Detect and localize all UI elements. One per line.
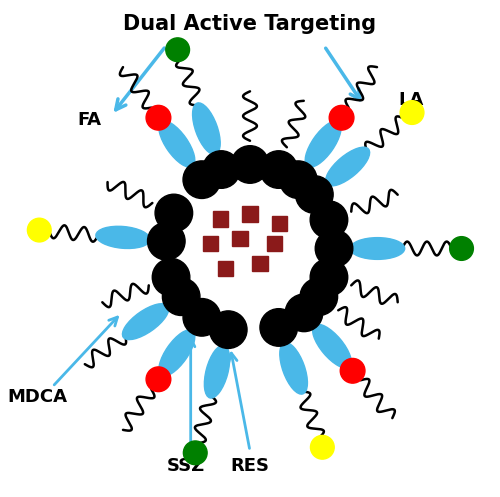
- Circle shape: [300, 278, 338, 316]
- Circle shape: [296, 176, 333, 213]
- Circle shape: [146, 105, 171, 130]
- Circle shape: [285, 294, 323, 331]
- Ellipse shape: [159, 121, 195, 167]
- Ellipse shape: [326, 147, 370, 186]
- Circle shape: [166, 38, 190, 62]
- Circle shape: [162, 278, 200, 316]
- Text: FA: FA: [77, 111, 101, 129]
- Circle shape: [183, 299, 220, 336]
- Circle shape: [210, 311, 247, 348]
- Text: RES: RES: [230, 457, 270, 475]
- Text: Dual Active Targeting: Dual Active Targeting: [124, 14, 376, 34]
- Circle shape: [450, 237, 473, 260]
- Circle shape: [329, 105, 354, 130]
- Ellipse shape: [159, 330, 195, 376]
- Text: LA: LA: [398, 91, 423, 109]
- Circle shape: [340, 358, 365, 383]
- Text: SSZ: SSZ: [166, 457, 205, 475]
- Circle shape: [202, 151, 240, 188]
- Circle shape: [152, 258, 190, 296]
- Circle shape: [183, 161, 220, 198]
- Circle shape: [400, 101, 424, 124]
- Circle shape: [310, 201, 348, 239]
- Circle shape: [310, 435, 334, 459]
- Ellipse shape: [96, 226, 150, 248]
- Circle shape: [146, 367, 171, 392]
- Circle shape: [310, 258, 348, 296]
- Circle shape: [28, 218, 51, 242]
- Circle shape: [260, 309, 298, 346]
- Ellipse shape: [280, 342, 307, 394]
- Circle shape: [231, 146, 269, 183]
- Circle shape: [315, 230, 353, 267]
- Circle shape: [260, 151, 298, 188]
- Text: MDCA: MDCA: [8, 388, 68, 406]
- Ellipse shape: [204, 345, 230, 398]
- Ellipse shape: [305, 121, 341, 167]
- Circle shape: [184, 441, 207, 465]
- Ellipse shape: [312, 324, 352, 368]
- Circle shape: [155, 194, 192, 232]
- Circle shape: [148, 222, 185, 260]
- Ellipse shape: [122, 304, 168, 339]
- Ellipse shape: [192, 103, 220, 155]
- Circle shape: [280, 161, 317, 198]
- Ellipse shape: [350, 238, 405, 259]
